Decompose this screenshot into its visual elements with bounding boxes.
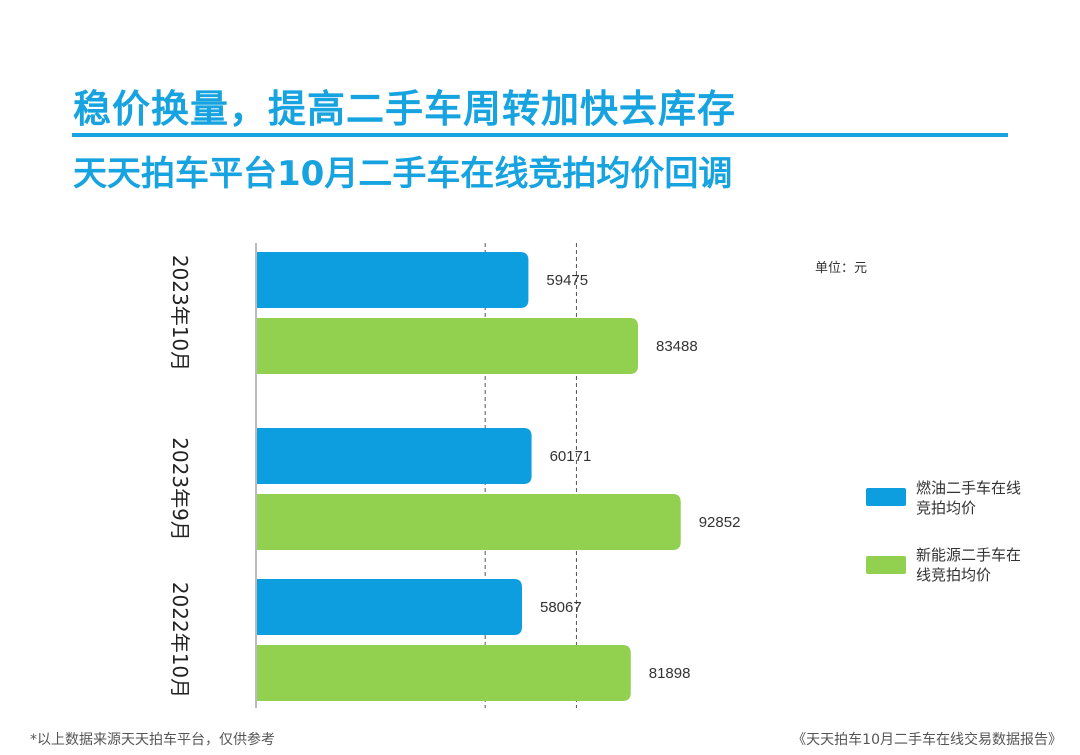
category-label: 2023年10月 xyxy=(168,255,192,371)
bar xyxy=(257,252,529,308)
bar xyxy=(257,318,638,374)
data-label: 83488 xyxy=(656,338,698,355)
data-label: 81898 xyxy=(649,665,691,682)
legend-swatch-fuel xyxy=(866,488,906,506)
page-title: 稳价换量，提高二手车周转加快去库存 xyxy=(73,87,737,131)
data-label: 58067 xyxy=(540,599,582,616)
footer-note: *以上数据来源天天拍车平台，仅供参考 xyxy=(30,732,275,748)
unit-note: 单位：元 xyxy=(815,261,868,276)
footer-source: 《天天拍车10月二手车在线交易数据报告》 xyxy=(792,732,1062,748)
data-label: 60171 xyxy=(550,448,592,465)
bar xyxy=(257,645,631,701)
legend-swatch-ev xyxy=(866,556,906,574)
category-label: 2022年10月 xyxy=(168,582,192,698)
legend-label-ev: 新能源二手车在线竞拍均价 xyxy=(916,546,1022,584)
data-label: 92852 xyxy=(699,514,741,531)
legend-label-fuel: 燃油二手车在线竞拍均价 xyxy=(916,479,1022,517)
title-divider xyxy=(72,133,1008,137)
page-subtitle: 天天拍车平台10月二手车在线竞拍均价回调 xyxy=(73,154,733,194)
bar xyxy=(257,494,681,550)
category-label: 2023年9月 xyxy=(168,437,192,541)
bar xyxy=(257,579,522,635)
data-label: 59475 xyxy=(546,272,588,289)
bar xyxy=(257,428,532,484)
